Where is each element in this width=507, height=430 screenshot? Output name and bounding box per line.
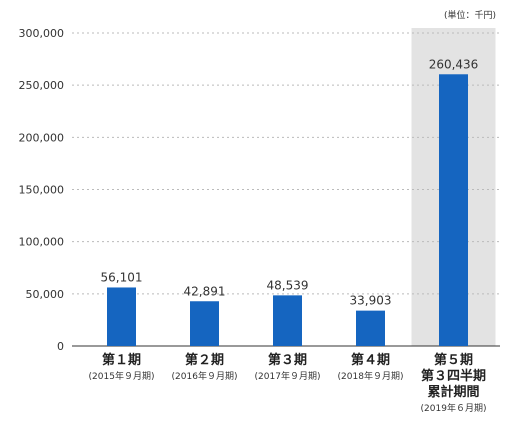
- value-label: 48,539: [267, 278, 309, 292]
- category-labels: 第１期 (2015年９月期) 第２期 (2016年９月期) 第３期 (2017年９月期) 第…: [89, 352, 487, 414]
- y-tick-label: 250,000: [19, 79, 65, 92]
- y-tick-label: 200,000: [19, 131, 65, 144]
- category-label: 第４期: [351, 352, 390, 368]
- y-tick-label: 100,000: [19, 236, 65, 249]
- category-sublabel: (2018年９月期): [338, 370, 404, 382]
- category-label: 第３期: [268, 352, 307, 368]
- category-sublabel: (2015年９月期): [89, 370, 155, 382]
- bar: [107, 287, 136, 346]
- category-label: 第２期: [185, 352, 224, 368]
- y-tick-label: 0: [57, 340, 64, 353]
- value-label: 56,101: [101, 270, 143, 284]
- value-label: 260,436: [429, 57, 479, 71]
- y-tick-label: 150,000: [19, 184, 65, 197]
- y-tick-label: 50,000: [26, 288, 65, 301]
- category-label: 累計期間: [427, 384, 479, 400]
- category-sublabel: (2016年９月期): [172, 370, 238, 382]
- category-label: 第１期: [102, 352, 141, 368]
- gridlines: [72, 32, 500, 295]
- value-label: 33,903: [350, 294, 392, 308]
- bar: [439, 74, 468, 346]
- value-label: 42,891: [184, 284, 226, 298]
- y-tick-label: 300,000: [19, 27, 65, 40]
- bars: [107, 74, 468, 346]
- value-labels: 56,101 42,891 48,539 33,903 260,436: [101, 57, 479, 307]
- bar: [273, 295, 302, 346]
- y-axis-ticks: 0 50,000 100,000 150,000 200,000 250,000 300,0…: [19, 27, 65, 353]
- unit-label: (単位：千円): [444, 9, 496, 21]
- category-label: 第５期: [434, 352, 473, 368]
- bar: [190, 301, 219, 346]
- category-sublabel: (2017年９月期): [255, 370, 321, 382]
- category-label: 第３四半期: [421, 368, 486, 384]
- bar: [356, 310, 385, 346]
- category-sublabel: (2019年６月期): [421, 402, 487, 414]
